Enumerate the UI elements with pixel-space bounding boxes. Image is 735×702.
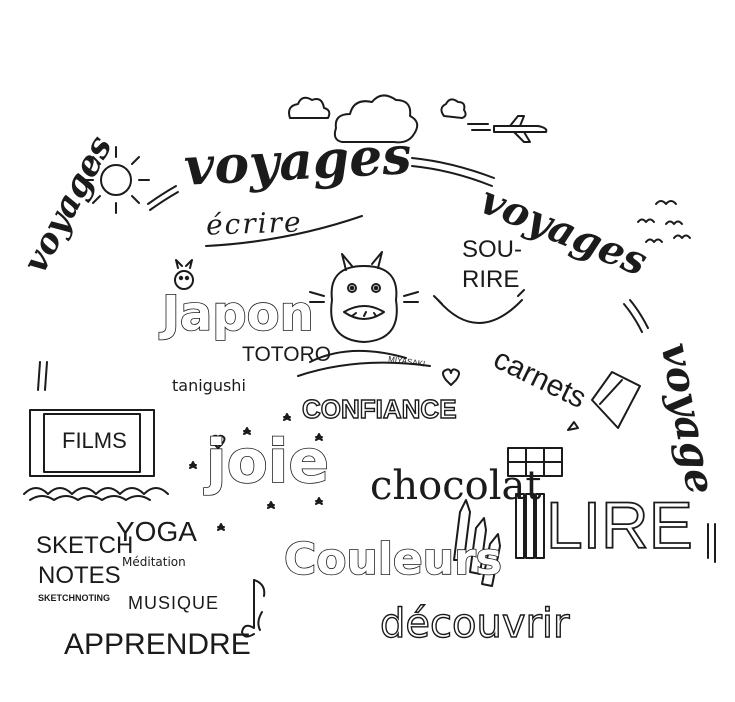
book-icon [515,493,545,559]
word-notes: NOTES [38,562,121,589]
pencils-icon [453,499,501,587]
word-voyages-top: voyages [182,125,413,198]
word-totoro: TOTORO [242,343,332,366]
word-sketchnoting: SKETCHNOTING [38,593,110,603]
window-icon [507,447,563,477]
airplane-icon [467,115,548,143]
word-yoga: YOGA [116,516,197,547]
word-decouvrir: découvrir [379,601,570,647]
word-chocolat: chocolat [370,463,542,509]
word-joie: joie [205,427,330,497]
totoro-icon [297,251,431,377]
ecrire-underline [205,215,363,247]
word-confiance: CONFIANCE [301,394,457,424]
arc-marks [37,157,716,563]
word-japon: Japon [161,286,314,342]
word-musique: MUSIQUE [128,593,220,613]
cloud-icon [288,94,467,144]
word-couleurs: Couleurs [283,534,503,585]
word-lire: LIRE [545,488,694,562]
heart-icon [442,368,460,386]
rabbit-icon [174,259,194,290]
smile-line [437,299,523,324]
word-tanigushi: tanigushi [172,376,246,395]
word-rire: RIRE [462,266,520,293]
word-apprendre: APPRENDRE [64,628,251,661]
star-icon [189,413,323,531]
birds-icon [637,200,691,243]
word-sketch: SKETCH [36,532,134,559]
word-sou: SOU- [462,236,522,263]
music-note-icon [241,579,266,638]
book-icon [567,371,641,431]
word-films: FILMS [62,428,127,453]
word-ecrire: écrire [205,205,304,242]
film-screen-icon [23,409,169,501]
word-meditation: Méditation [122,555,186,569]
sun-icon [82,146,150,214]
